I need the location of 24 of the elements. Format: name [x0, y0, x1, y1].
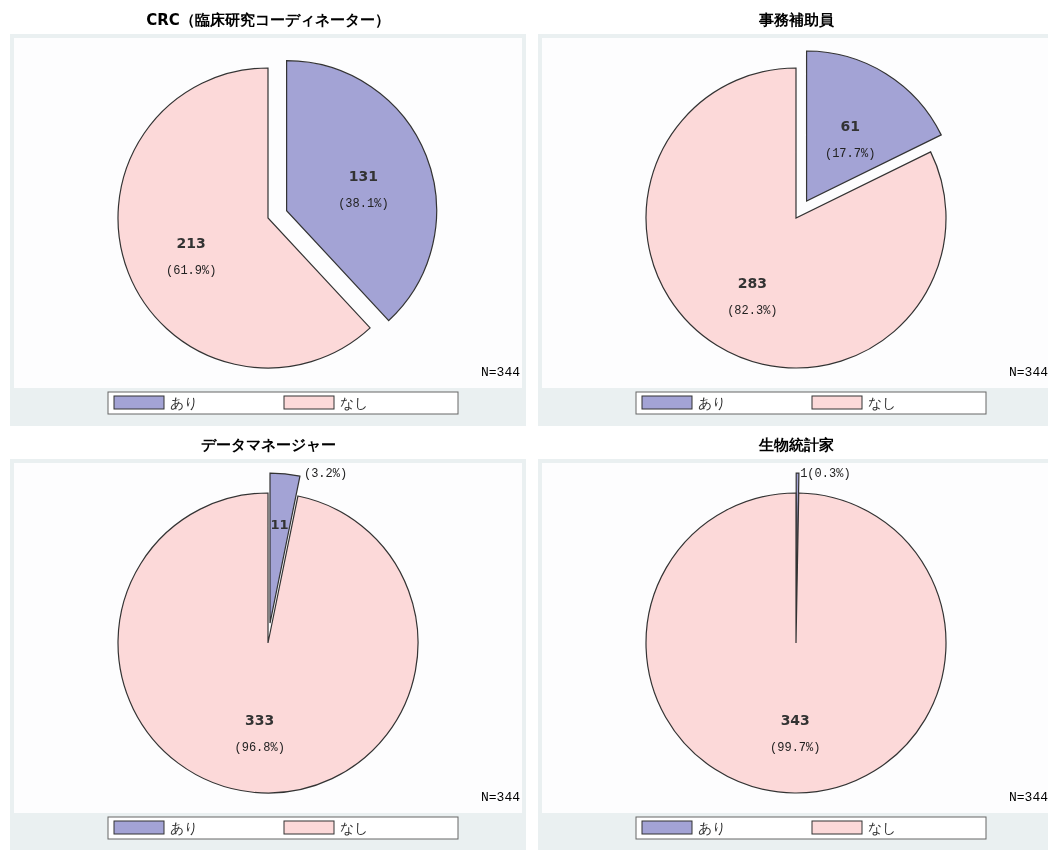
data-label: 1(0.3%)	[800, 467, 851, 481]
chart-title: 生物統計家	[757, 436, 834, 454]
legend-label: なし	[868, 820, 896, 836]
text: N=344	[1008, 365, 1049, 380]
text: N=344	[480, 790, 521, 805]
legend-label: あり	[170, 395, 198, 411]
text: 11 (3.2%)	[270, 467, 348, 533]
text: N=344	[1008, 790, 1049, 805]
legend-label: あり	[698, 395, 726, 411]
text: N=344	[480, 365, 521, 380]
data-label: 343 (99.7%)	[770, 712, 821, 756]
data-label: 131 (38.1%)	[338, 167, 389, 211]
chart-title: 事務補助員	[757, 11, 835, 29]
legend-label: なし	[340, 820, 368, 836]
legend-label: あり	[698, 820, 726, 836]
legend-label: なし	[868, 395, 896, 411]
chart-title: CRC（臨床研究コーディネーター）	[146, 11, 390, 29]
chart-title: データマネージャー	[200, 436, 336, 454]
legend-label: あり	[170, 820, 198, 836]
data-label: 283 (82.3%)	[727, 275, 778, 319]
legend-label: なし	[340, 395, 368, 411]
data-label: 333 (96.8%)	[234, 712, 285, 756]
data-label: 213 (61.9%)	[166, 235, 217, 279]
data-label: 61 (17.7%)	[824, 118, 876, 161]
